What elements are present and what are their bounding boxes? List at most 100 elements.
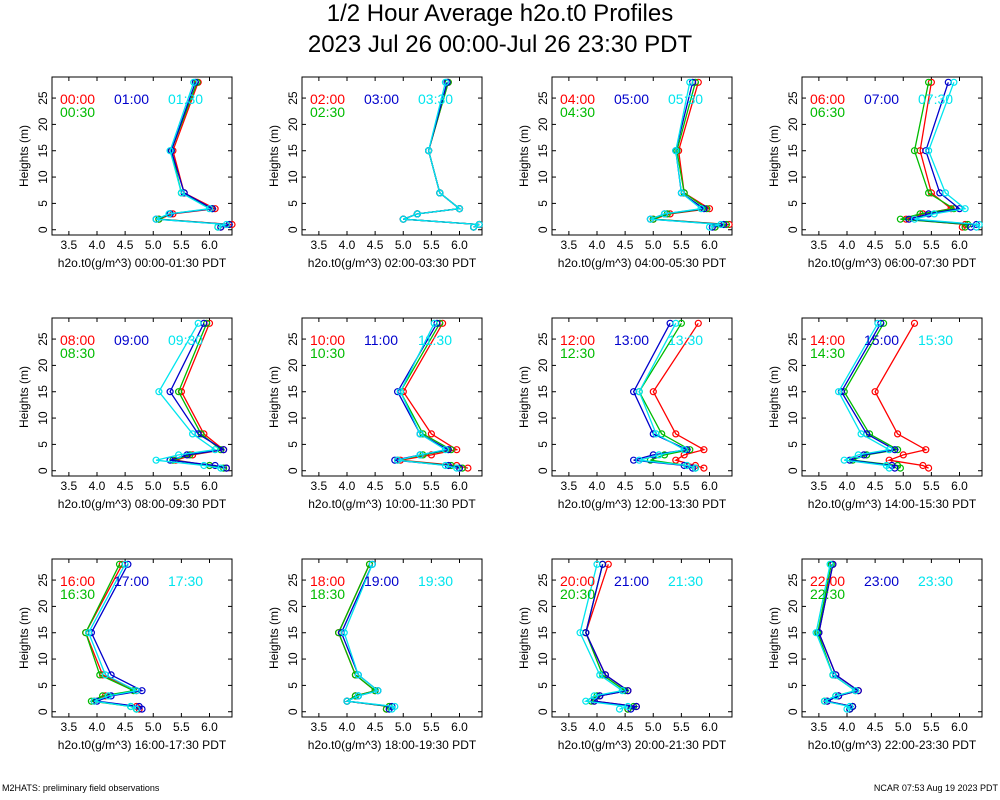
- data-point: [93, 697, 101, 705]
- data-point: [649, 388, 657, 396]
- y-axis-label: Heights (m): [17, 125, 31, 187]
- data-point: [672, 319, 680, 327]
- x-tick-label: 5.5: [423, 479, 440, 493]
- plot-frame: [301, 558, 483, 718]
- plot-frame: [801, 317, 983, 477]
- data-point: [924, 78, 933, 86]
- legend-label: 08:30: [60, 345, 95, 361]
- plot-frame: [51, 558, 233, 718]
- data-point: [475, 220, 483, 229]
- profile-panel-4: 3.5 4.0 4.5 5.0 5.5 6.0 0 5 10 15 20 25 h2o.t0(g/m^3…: [767, 76, 983, 270]
- data-point: [427, 430, 435, 438]
- x-tick-label: 6.0: [701, 238, 718, 252]
- data-point: [672, 456, 680, 464]
- x-axis-label: h2o.t0(g/m^3) 22:00-23:30 PDT: [808, 738, 977, 752]
- x-tick-label: 6.0: [951, 238, 968, 252]
- data-point: [190, 78, 198, 86]
- x-tick-label: 5.0: [395, 479, 412, 493]
- plot-frame: [51, 76, 233, 236]
- y-axis-label: Heights (m): [517, 125, 531, 187]
- x-tick-label: 4.5: [867, 238, 884, 252]
- data-point: [812, 629, 820, 637]
- data-point: [705, 223, 714, 231]
- y-axis-label: Heights (m): [517, 366, 531, 428]
- x-tick-label: 4.5: [367, 720, 384, 734]
- profile-panel-8: 3.5 4.0 4.5 5.0 5.5 6.0 0 5 10 15 20 25 h2o.t0(g/m^3…: [767, 317, 983, 511]
- data-point: [121, 560, 129, 568]
- series-line: [874, 322, 929, 469]
- data-point: [832, 692, 840, 700]
- y-tick-label: 25: [36, 91, 50, 105]
- series-line: [155, 322, 221, 469]
- y-tick-label: 5: [786, 200, 800, 207]
- data-point: [885, 456, 893, 464]
- profile-panel-3: 3.5 4.0 4.5 5.0 5.5 6.0 0 5 10 15 20 25 h2o.t0(g/m^3…: [517, 76, 733, 270]
- x-tick-label: 6.0: [451, 479, 468, 493]
- y-tick-label: 25: [786, 332, 800, 346]
- y-axis-label: Heights (m): [267, 125, 281, 187]
- x-tick-label: 5.0: [645, 479, 662, 493]
- data-point: [871, 388, 879, 396]
- data-point: [851, 687, 860, 695]
- data-point: [374, 687, 382, 695]
- y-tick-label: 5: [286, 200, 300, 207]
- legend-label: 23:00: [864, 573, 899, 589]
- legend-label: 23:30: [918, 573, 953, 589]
- legend-label: 16:00: [60, 573, 95, 589]
- data-point: [694, 319, 702, 327]
- legend-label: 14:30: [810, 345, 845, 361]
- data-point: [941, 189, 950, 197]
- legend-label: 21:30: [668, 573, 703, 589]
- legend-label: 20:00: [560, 573, 595, 589]
- profile-panel-10: 3.5 4.0 4.5 5.0 5.5 6.0 0 5 10 15 20 25 h2o.t0(g/m^3…: [267, 558, 483, 752]
- y-tick-label: 15: [286, 385, 300, 399]
- legend-label: 12:00: [560, 332, 595, 348]
- y-tick-label: 5: [36, 682, 50, 689]
- plot-frame: [551, 558, 733, 718]
- legend-label: 00:00: [60, 91, 95, 107]
- x-tick-label: 4.0: [89, 238, 106, 252]
- plot-frame: [551, 76, 733, 236]
- x-tick-label: 4.5: [617, 479, 634, 493]
- profile-panel-7: 3.5 4.0 4.5 5.0 5.5 6.0 0 5 10 15 20 25 h2o.t0(g/m^3…: [517, 317, 733, 511]
- y-tick-label: 20: [536, 358, 550, 372]
- series-line: [837, 322, 892, 469]
- x-tick-label: 3.5: [311, 479, 328, 493]
- legend-label: 09:30: [168, 332, 203, 348]
- legend-label: 15:00: [864, 332, 899, 348]
- y-tick-label: 15: [536, 144, 550, 158]
- data-point: [175, 388, 183, 396]
- data-point: [175, 451, 183, 459]
- y-tick-label: 10: [36, 652, 50, 666]
- x-tick-label: 4.5: [367, 238, 384, 252]
- data-point: [152, 456, 160, 464]
- legend-label: 05:00: [614, 91, 649, 107]
- data-point: [104, 692, 112, 700]
- x-axis-label: h2o.t0(g/m^3) 20:00-21:30 PDT: [558, 738, 727, 752]
- y-tick-label: 0: [36, 467, 50, 474]
- series-line: [403, 82, 480, 228]
- plot-frame: [801, 76, 983, 236]
- series-line: [90, 563, 145, 710]
- data-point: [924, 147, 933, 155]
- y-tick-label: 25: [36, 573, 50, 587]
- profile-panel-5: 3.5 4.0 4.5 5.0 5.5 6.0 0 5 10 15 20 25 h2o.t0(g/m^3…: [17, 317, 233, 511]
- x-tick-label: 5.5: [673, 479, 690, 493]
- data-point: [396, 388, 404, 396]
- legend-label: 08:00: [60, 332, 95, 348]
- y-tick-label: 25: [286, 573, 300, 587]
- data-point: [820, 697, 829, 705]
- y-tick-label: 15: [786, 385, 800, 399]
- legend-label: 13:30: [668, 332, 703, 348]
- data-point: [660, 210, 669, 218]
- data-point: [441, 461, 449, 470]
- x-tick-label: 6.0: [701, 720, 718, 734]
- data-point: [211, 461, 219, 470]
- legend-label: 13:00: [614, 332, 649, 348]
- x-axis-label: h2o.t0(g/m^3) 14:00-15:30 PDT: [808, 497, 977, 511]
- data-point: [924, 189, 933, 197]
- data-point: [84, 629, 93, 637]
- legend-label: 04:30: [560, 104, 595, 120]
- series-line: [155, 82, 227, 228]
- x-axis-label: h2o.t0(g/m^3) 06:00-07:30 PDT: [808, 256, 977, 270]
